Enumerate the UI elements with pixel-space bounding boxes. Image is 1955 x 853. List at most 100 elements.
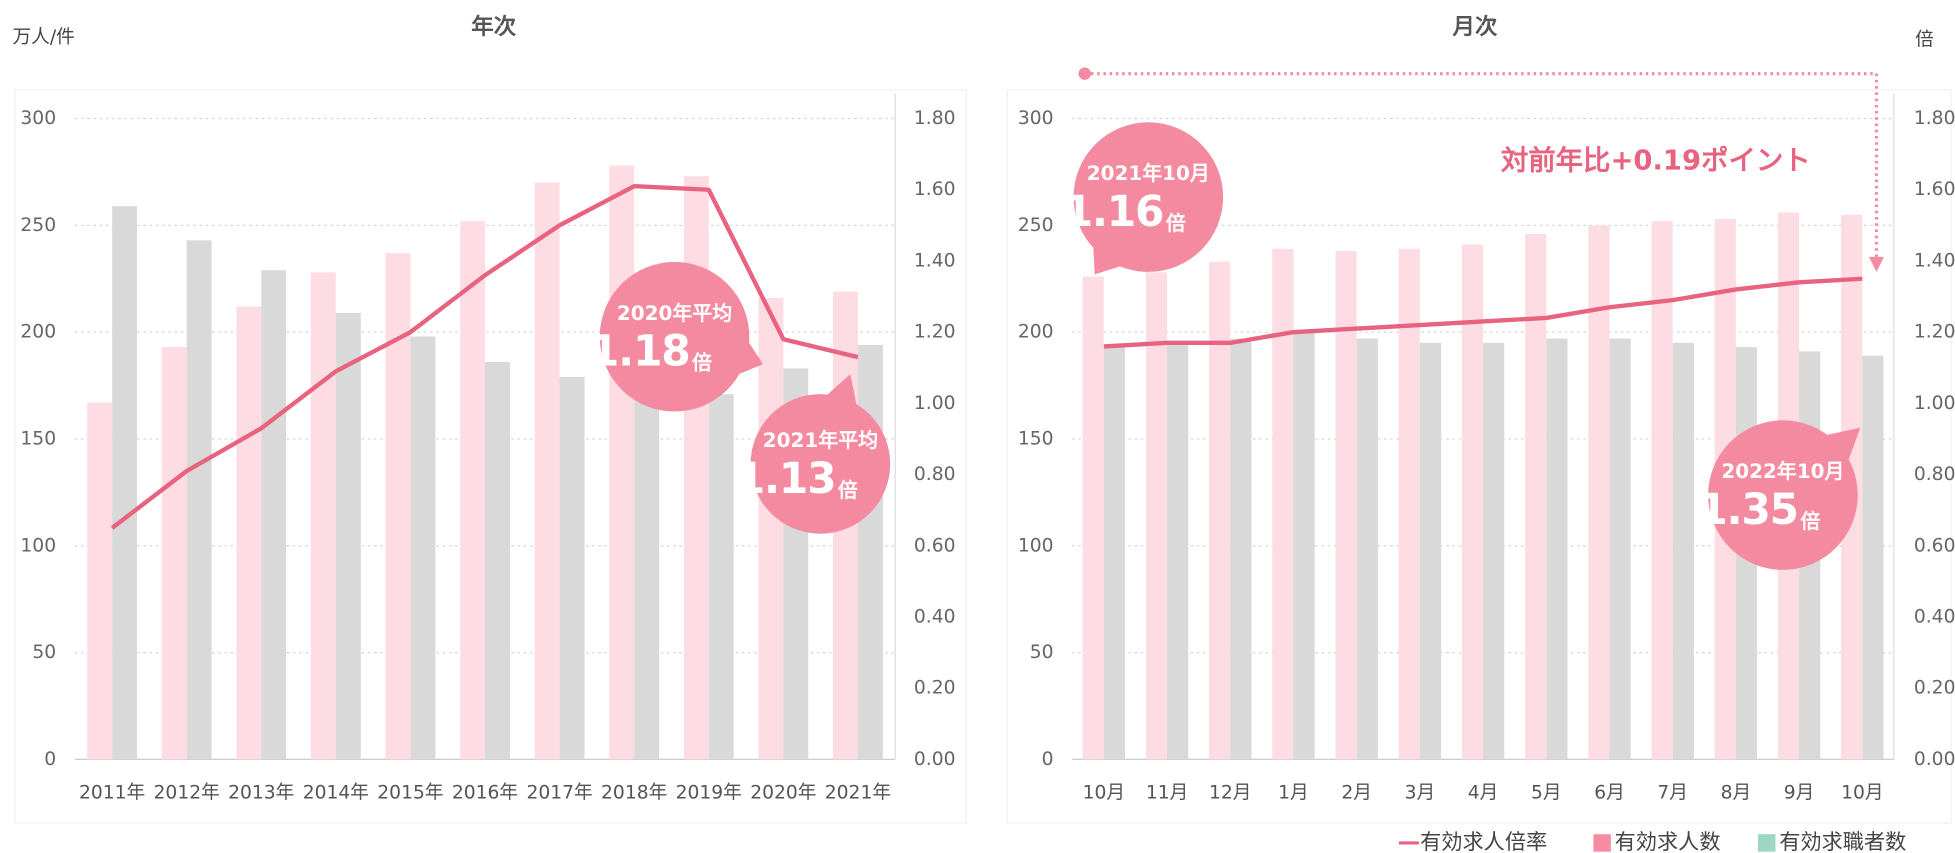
bar xyxy=(261,270,287,760)
note: 対前年比+0.19ポイント xyxy=(1501,145,1811,177)
y-tick-label: 250 xyxy=(1018,215,1054,236)
bar xyxy=(1398,248,1420,760)
bubble-unit: 倍 xyxy=(838,478,858,502)
x-tick-label: 2019年 xyxy=(676,783,742,804)
bar xyxy=(1209,261,1231,760)
x-tick-label: 8月 xyxy=(1721,783,1752,804)
bar xyxy=(1335,250,1357,760)
bar xyxy=(112,206,138,760)
bubble xyxy=(750,394,891,534)
bar xyxy=(1461,244,1484,760)
bubble-title: 2021年平均 xyxy=(763,428,878,452)
bar xyxy=(1609,338,1631,760)
y2-tick-label: 0.40 xyxy=(914,606,956,627)
bar xyxy=(410,336,436,760)
bar xyxy=(534,182,560,760)
x-tick-label: 2017年 xyxy=(526,783,592,804)
bar xyxy=(1356,338,1378,760)
bubble-tail xyxy=(1827,427,1861,460)
bubble-title: 2022年10月 xyxy=(1721,459,1844,483)
y-tick-label: 200 xyxy=(1018,322,1054,343)
y-tick-label: 0 xyxy=(1042,749,1054,770)
y2-tick-label: 0.80 xyxy=(914,464,956,485)
x-tick-label: 10月 xyxy=(1083,783,1125,804)
x-tick-label: 11月 xyxy=(1146,783,1188,804)
y-tick-label: 100 xyxy=(1018,535,1054,556)
bar xyxy=(1862,355,1884,760)
x-tick-label: 2013年 xyxy=(228,783,294,804)
bar xyxy=(1546,338,1568,760)
y-tick-label: 150 xyxy=(20,428,56,449)
legend-label: 有効求職者数 xyxy=(1779,829,1906,853)
bubble xyxy=(599,261,750,412)
y2-axis-label: 倍 xyxy=(1915,29,1934,50)
note-arrow-head xyxy=(1868,256,1884,272)
y2-tick-label: 0.40 xyxy=(1914,606,1955,627)
x-tick-label: 2018年 xyxy=(601,783,667,804)
y2-tick-label: 0.00 xyxy=(914,749,956,770)
legend-label: 有効求人倍率 xyxy=(1420,829,1547,853)
bar xyxy=(485,362,510,760)
y2-tick-label: 0.20 xyxy=(1914,678,1955,699)
bar xyxy=(1103,347,1126,760)
bubble-title: 2021年10月 xyxy=(1087,161,1210,185)
y-tick-label: 50 xyxy=(32,642,56,663)
bar xyxy=(1272,248,1294,760)
line xyxy=(1103,276,1863,349)
bubble-value: 1.13 xyxy=(736,454,836,503)
bar xyxy=(1230,338,1252,760)
bubble-unit: 倍 xyxy=(1166,211,1186,235)
x-tick-label: 2021年 xyxy=(825,783,891,804)
y2-tick-label: 1.20 xyxy=(1914,322,1955,343)
x-tick-label: 5月 xyxy=(1531,783,1562,804)
y-tick-label: 250 xyxy=(20,215,56,236)
bar xyxy=(1167,344,1189,760)
x-tick-label: 7月 xyxy=(1657,783,1688,804)
bar xyxy=(708,394,734,760)
y-tick-label: 300 xyxy=(20,108,56,129)
x-tick-label: 2020年 xyxy=(750,783,816,804)
bar xyxy=(1419,342,1442,760)
x-tick-label: 9月 xyxy=(1784,783,1815,804)
bar xyxy=(385,253,411,760)
bar xyxy=(87,402,113,760)
bar xyxy=(634,391,660,760)
bar xyxy=(758,297,784,760)
bar xyxy=(1145,272,1168,760)
y2-tick-label: 1.00 xyxy=(914,393,956,414)
y2-tick-label: 0.00 xyxy=(1914,749,1955,770)
y2-tick-label: 1.80 xyxy=(1914,108,1955,129)
bar xyxy=(460,221,486,760)
y2-tick-label: 0.80 xyxy=(1914,464,1955,485)
x-tick-label: 2011年 xyxy=(79,783,145,804)
x-tick-label: 2014年 xyxy=(303,783,369,804)
bar xyxy=(1293,332,1315,760)
y2-tick-label: 1.40 xyxy=(914,250,956,271)
x-tick-label: 2016年 xyxy=(452,783,518,804)
bar xyxy=(236,306,262,760)
legend-swatch xyxy=(1758,834,1776,852)
x-tick-label: 3月 xyxy=(1405,783,1436,804)
y2-tick-label: 0.60 xyxy=(914,535,956,556)
bar xyxy=(1588,225,1610,760)
bubble-value: 1.18 xyxy=(590,327,690,376)
bar xyxy=(186,240,212,760)
y-tick-label: 300 xyxy=(1018,108,1054,129)
bubble-tail xyxy=(739,342,764,374)
x-tick-label: 12月 xyxy=(1209,783,1251,804)
y-tick-label: 50 xyxy=(1030,642,1054,663)
y2-tick-label: 1.40 xyxy=(1914,250,1955,271)
y2-tick-label: 1.60 xyxy=(1914,179,1955,200)
bubble-value: 1.16 xyxy=(1064,187,1164,236)
bar xyxy=(1525,233,1547,760)
bubble xyxy=(1073,122,1224,272)
x-tick-label: 2015年 xyxy=(377,783,443,804)
y-axis-label: 万人/件 xyxy=(12,27,74,48)
y2-tick-label: 1.80 xyxy=(914,108,956,129)
bubble-unit: 倍 xyxy=(692,351,712,375)
bubble-unit: 倍 xyxy=(1800,509,1820,533)
bar xyxy=(857,344,883,760)
y2-tick-label: 0.60 xyxy=(1914,535,1955,556)
bar xyxy=(1651,221,1673,760)
